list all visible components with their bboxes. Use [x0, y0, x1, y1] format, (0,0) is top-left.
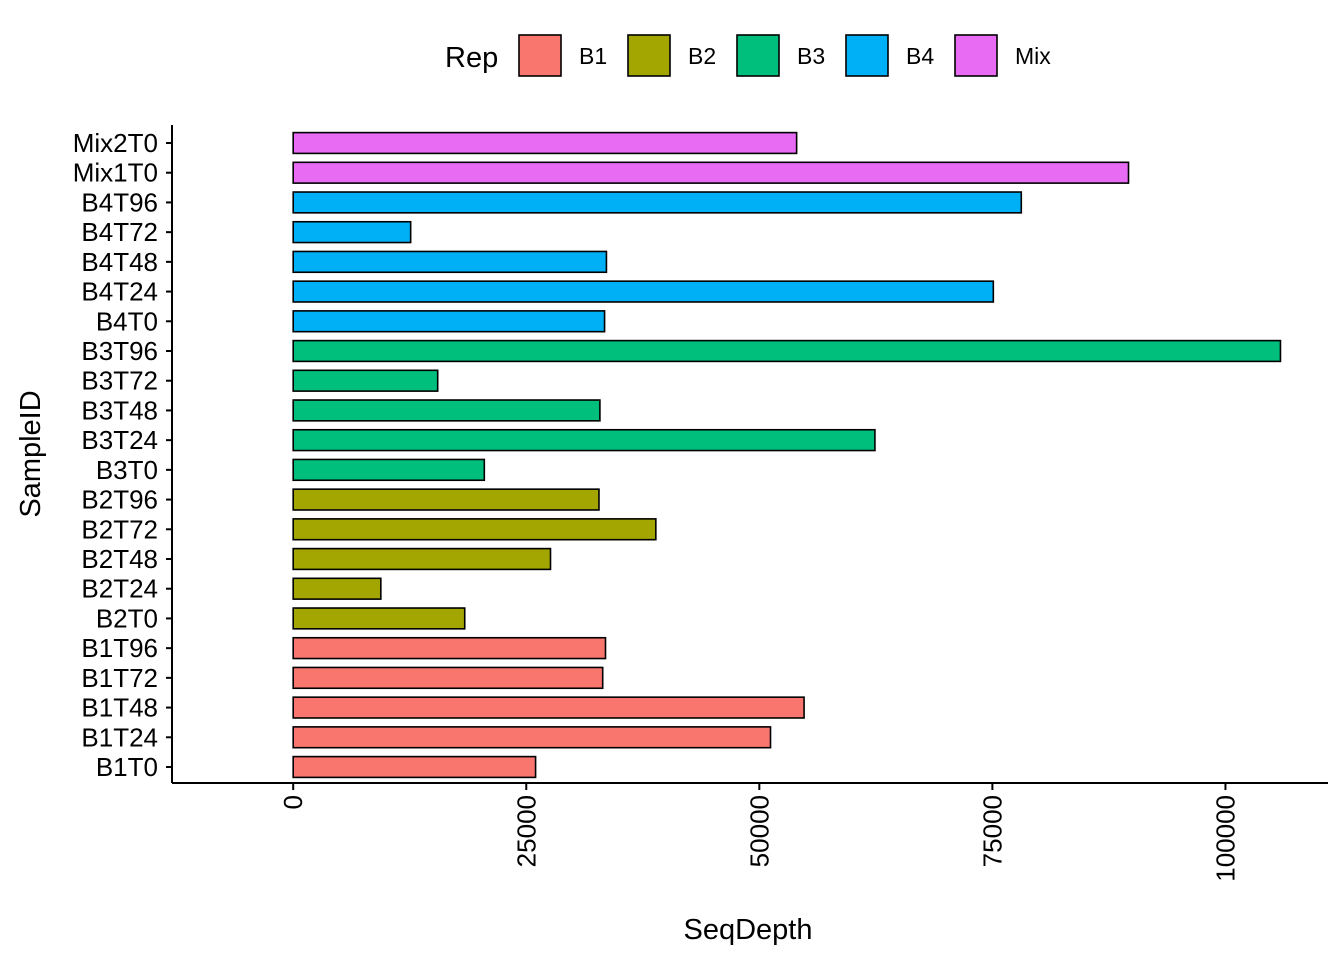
bar-b1t24 [292, 726, 772, 749]
y-tick-label-mix1t0: Mix1T0 [73, 158, 158, 188]
legend-key-mix [954, 34, 998, 77]
y-tick-label-b2t96: B2T96 [81, 485, 158, 515]
y-tick-label-b3t96: B3T96 [81, 336, 158, 366]
legend-label-b3: B3 [797, 43, 825, 69]
y-tick-label-mix2t0: Mix2T0 [73, 128, 158, 158]
y-tick-label-b3t72: B3T72 [81, 366, 158, 396]
y-tick-label-b1t96: B1T96 [81, 633, 158, 663]
axes-group [171, 125, 1328, 784]
bar-b3t96 [292, 339, 1282, 363]
y-tick-label-b1t0: B1T0 [96, 752, 158, 782]
bar-b1t96 [292, 636, 607, 660]
bar-b4t48 [292, 250, 608, 274]
legend-label-b1: B1 [579, 43, 607, 69]
y-tick-label-b2t48: B2T48 [81, 544, 158, 574]
y-tick-label-b4t72: B4T72 [81, 217, 158, 247]
bar-b4t72 [292, 220, 412, 244]
y-tick-label-b1t24: B1T24 [81, 722, 158, 752]
x-tick-label: 0 [278, 795, 308, 809]
bar-b3t48 [292, 399, 601, 422]
legend-key-b4 [845, 34, 889, 77]
bar-b2t96 [292, 488, 600, 511]
bar-mix1t0 [292, 161, 1130, 184]
bars-group [292, 131, 1282, 779]
legend-key-b3 [736, 34, 780, 77]
legend-key-b2 [627, 34, 671, 77]
x-axis-title: SeqDepth [684, 914, 813, 946]
y-tick-label-b4t0: B4T0 [96, 306, 158, 336]
legend-label-b2: B2 [688, 43, 716, 69]
bar-b3t24 [292, 428, 876, 452]
legend-label-b4: B4 [906, 43, 934, 69]
x-ticks-group: 0 25000 50000 75000 100000 [278, 783, 1240, 882]
y-tick-label-b2t72: B2T72 [81, 514, 158, 544]
bar-b4t96 [292, 191, 1023, 214]
y-tick-label-b2t0: B2T0 [96, 603, 158, 633]
y-axis-title: SampleID [15, 390, 47, 517]
y-tick-label-b4t96: B4T96 [81, 187, 158, 217]
y-tick-label-b4t48: B4T48 [81, 247, 158, 277]
x-tick-label: 50000 [744, 795, 774, 867]
bar-b2t24 [292, 577, 382, 600]
y-ticks-group: B1T0B1T24B1T48B1T72B1T96B2T0B2T24B2T48B2… [73, 128, 172, 782]
legend: Rep B1 B2 B3 B4 Mix [445, 34, 1051, 77]
bar-b4t24 [292, 280, 995, 303]
bar-b4t0 [292, 310, 606, 333]
y-tick-label-b3t24: B3T24 [81, 425, 158, 455]
x-tick-label: 25000 [511, 795, 541, 867]
bar-b1t0 [292, 755, 537, 779]
legend-label-mix: Mix [1015, 43, 1051, 69]
y-tick-label-b1t72: B1T72 [81, 663, 158, 693]
y-tick-label-b2t24: B2T24 [81, 574, 158, 604]
legend-key-b1 [518, 34, 562, 77]
bar-b3t72 [292, 369, 439, 392]
bar-b2t72 [292, 518, 657, 541]
y-tick-label-b4t24: B4T24 [81, 277, 158, 307]
bar-b1t48 [292, 696, 805, 719]
legend-title: Rep [445, 42, 498, 74]
bar-b3t0 [292, 458, 486, 482]
bar-b2t0 [292, 607, 466, 630]
y-tick-label-b3t0: B3T0 [96, 455, 158, 485]
bar-b2t48 [292, 547, 552, 571]
x-tick-label: 100000 [1210, 795, 1240, 882]
bar-mix2t0 [292, 131, 798, 155]
x-tick-label: 75000 [977, 795, 1007, 867]
y-tick-label-b3t48: B3T48 [81, 395, 158, 425]
bar-b1t72 [292, 666, 604, 690]
y-tick-label-b1t48: B1T48 [81, 693, 158, 723]
